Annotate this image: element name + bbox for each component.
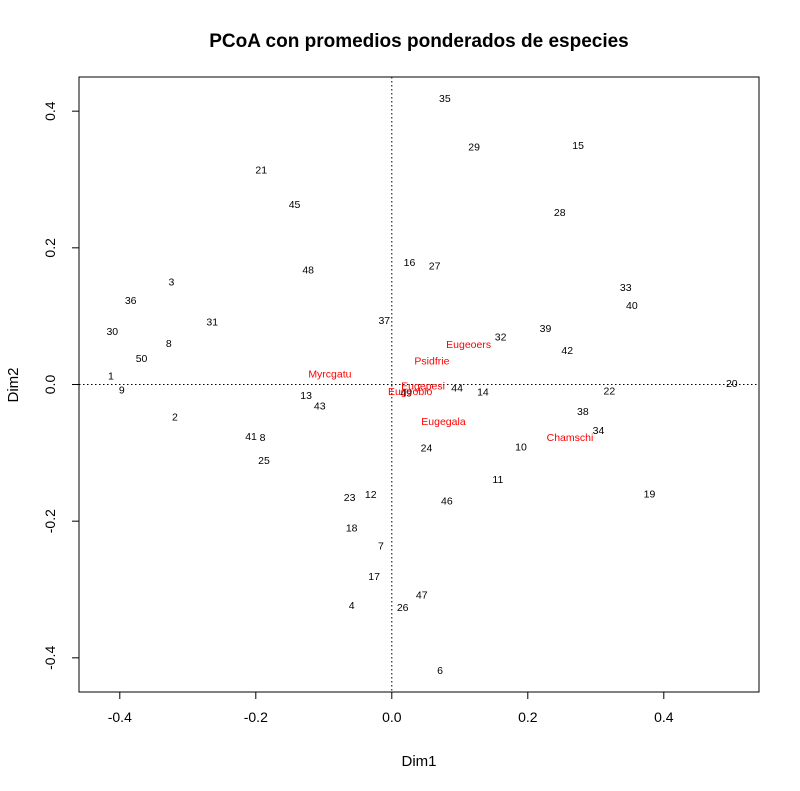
x-tick-label: -0.4 — [108, 709, 132, 725]
site-point-label: 21 — [255, 165, 267, 177]
site-point-label: 23 — [344, 492, 356, 504]
y-tick-label: 0.0 — [42, 375, 58, 395]
site-point-label: 15 — [572, 140, 584, 152]
site-point-label: 50 — [136, 353, 148, 365]
site-point-label: 48 — [302, 264, 314, 276]
site-point-label: 38 — [577, 406, 589, 418]
x-tick-label: 0.2 — [518, 709, 538, 725]
site-point-label: 25 — [258, 455, 270, 467]
site-point-label: 29 — [468, 141, 480, 153]
site-point-label: 37 — [378, 315, 390, 327]
site-point-label: 47 — [416, 590, 428, 602]
site-point-label: 11 — [492, 474, 503, 486]
y-tick-label: 0.2 — [42, 238, 58, 258]
site-point-label: 42 — [561, 345, 573, 357]
site-point-label: 41 — [245, 431, 257, 443]
site-point-label: 46 — [441, 495, 453, 507]
site-point-label: 2 — [172, 411, 178, 423]
x-tick-label: -0.2 — [244, 709, 268, 725]
chart-title: PCoA con promedios ponderados de especie… — [209, 31, 629, 52]
site-point-label: 49 — [400, 387, 412, 399]
site-point-label: 9 — [119, 385, 125, 397]
site-point-label: 35 — [439, 93, 451, 105]
x-tick-label: 0.4 — [654, 709, 674, 725]
site-point-label: 32 — [495, 331, 507, 343]
site-point-label: 43 — [314, 400, 326, 412]
site-point-label: 4 — [349, 600, 355, 612]
site-point-label: 34 — [593, 425, 605, 437]
species-point-label: Psidfrie — [414, 355, 449, 367]
site-point-label: 16 — [404, 257, 416, 269]
site-point-label: 45 — [289, 199, 301, 211]
species-point-label: Chamschi — [547, 432, 594, 444]
species-point-label: Eugepesi — [401, 381, 445, 393]
y-tick-label: 0.4 — [42, 101, 58, 121]
species-point-label: Eugeoers — [446, 339, 491, 351]
site-point-label: 22 — [604, 385, 616, 397]
site-point-label: 17 — [368, 571, 380, 583]
species-labels: Myrcgatu Eugeoers Psidfrie EugepesiEugeoblo… — [308, 339, 593, 444]
species-point-label: Eugegala — [421, 416, 466, 428]
x-axis: -0.4 -0.2 0.0 0.2 0.4 — [108, 692, 674, 725]
site-point-label: 3 — [169, 277, 175, 289]
site-point-label: 28 — [554, 207, 566, 219]
site-point-label: 12 — [365, 489, 377, 501]
y-tick-label: -0.4 — [42, 646, 58, 670]
site-point-label: 30 — [106, 326, 118, 338]
species-point-label: Myrcgatu — [308, 368, 351, 380]
y-axis-label: Dim2 — [5, 367, 22, 402]
site-point-label: 6 — [437, 665, 443, 677]
y-tick-label: -0.2 — [42, 509, 58, 533]
site-point-label: 44 — [451, 383, 463, 395]
site-point-label: 13 — [300, 390, 312, 402]
site-point-label: 24 — [421, 443, 433, 455]
site-point-label: 18 — [346, 523, 358, 535]
y-axis: -0.4 -0.2 0.0 0.2 0.4 — [42, 101, 79, 670]
x-tick-label: 0.0 — [382, 709, 402, 725]
species-point-label: Eugeoblo — [388, 386, 433, 398]
site-point-label: 8 — [166, 338, 172, 350]
x-axis-label: Dim1 — [401, 753, 436, 770]
site-point-label: 14 — [477, 387, 489, 399]
site-point-label: 40 — [626, 300, 638, 312]
site-point-label: 31 — [206, 316, 218, 328]
site-point-label: 7 — [378, 540, 384, 552]
site-point-label: 20 — [726, 378, 738, 390]
site-point-label: 27 — [429, 260, 441, 272]
site-point-label: 10 — [515, 441, 527, 453]
site-point-label: 8 — [260, 432, 266, 444]
site-point-label: 26 — [397, 602, 409, 614]
site-point-label: 33 — [620, 282, 632, 294]
reference-lines — [79, 77, 759, 692]
site-point-label: 36 — [125, 295, 137, 307]
site-point-label: 1 — [108, 370, 114, 382]
site-point-label: 19 — [644, 489, 656, 501]
site-point-label: 39 — [540, 323, 552, 335]
